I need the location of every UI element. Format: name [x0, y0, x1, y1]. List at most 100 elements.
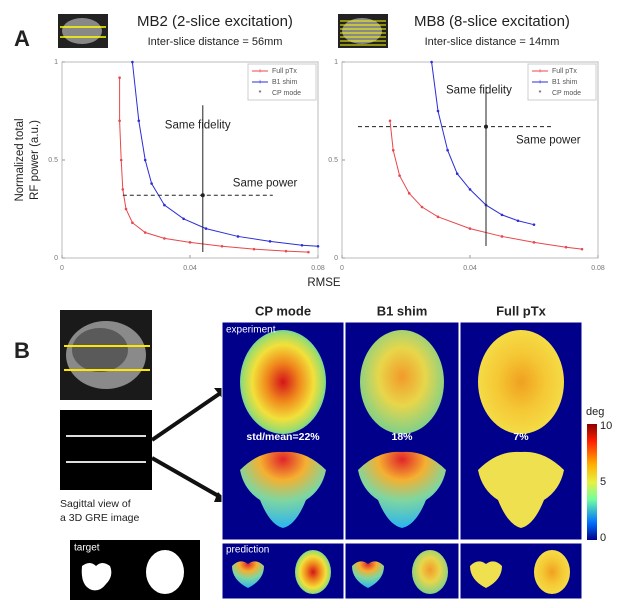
series-marker — [131, 60, 134, 64]
series-marker — [446, 148, 449, 152]
column-title: Full pTx — [496, 303, 547, 318]
legend-marker: + — [258, 68, 262, 75]
series-marker — [407, 192, 411, 195]
series-marker — [500, 213, 504, 217]
series-marker — [268, 240, 272, 243]
thumbnail-head — [342, 18, 382, 44]
series-marker — [532, 241, 536, 244]
series-marker — [468, 188, 472, 191]
y-tick-label: 0.5 — [328, 157, 338, 164]
legend-label: CP mode — [552, 90, 581, 97]
y-tick-label: 1 — [334, 59, 338, 66]
series-marker — [500, 235, 504, 238]
annotation: Same power — [516, 135, 581, 147]
series-marker — [391, 148, 395, 152]
panel-label: A — [14, 26, 30, 51]
y-axis-label: Normalized total — [14, 118, 26, 201]
series-marker — [163, 237, 166, 240]
series-marker — [204, 227, 208, 230]
series-marker — [316, 244, 320, 248]
series-marker — [284, 249, 288, 253]
series-marker — [455, 172, 459, 176]
legend-label: Full pTx — [552, 68, 577, 75]
series-marker — [516, 219, 520, 223]
legend-marker: + — [538, 79, 542, 86]
x-tick-label: 0.08 — [591, 265, 605, 272]
excitation-profile — [60, 410, 152, 490]
caption: a 3D GRE image — [60, 512, 140, 524]
column-title: CP mode — [255, 303, 311, 318]
slice-lines — [340, 20, 386, 46]
series-line — [119, 77, 309, 253]
annotation: Same fidelity — [165, 119, 231, 131]
series-marker — [182, 217, 185, 221]
brain — [72, 328, 128, 372]
series-marker — [143, 158, 147, 162]
arrows — [150, 390, 224, 500]
series-marker — [532, 223, 536, 226]
colorbar — [587, 424, 597, 540]
y-tick-label: 0 — [334, 255, 338, 262]
series-marker — [163, 203, 166, 207]
series-marker — [118, 119, 121, 123]
series-marker — [252, 247, 256, 251]
x-tick-label: 0 — [340, 265, 344, 272]
colorbar-tick: 0 — [600, 532, 606, 544]
annotation: Same fidelity — [446, 85, 512, 97]
series-marker — [150, 182, 153, 185]
series-marker — [121, 188, 125, 191]
cp-marker — [200, 193, 205, 198]
row-label: experiment — [226, 325, 276, 336]
series-marker — [564, 245, 568, 249]
y-tick-label: 0.5 — [48, 157, 58, 164]
cp-marker — [484, 124, 488, 129]
x-axis-label: RMSE — [307, 277, 341, 289]
series-marker — [188, 241, 192, 244]
series-marker — [436, 109, 440, 113]
row-label: prediction — [226, 545, 269, 556]
stat-label: std/mean=22% — [246, 431, 320, 443]
x-tick-label: 0.04 — [463, 265, 477, 272]
stat-label: 7% — [513, 431, 529, 443]
x-tick-label: 0.08 — [311, 265, 325, 272]
legend-label: B1 shim — [552, 79, 577, 86]
series-marker — [398, 174, 401, 177]
y-tick-label: 0 — [54, 255, 58, 262]
legend-marker: * — [539, 90, 542, 97]
series-marker — [236, 235, 240, 238]
series-marker — [119, 158, 123, 162]
legend-marker: + — [538, 68, 542, 75]
series-marker — [124, 207, 128, 211]
legend-label: B1 shim — [272, 79, 297, 86]
x-tick-label: 0 — [60, 265, 64, 272]
colorbar-tick: 5 — [600, 476, 606, 488]
series-marker — [220, 244, 224, 248]
series-marker — [388, 119, 392, 123]
series-marker — [137, 119, 141, 123]
y-axis-label: RF power (a.u.) — [29, 120, 41, 200]
caption: Sagittal view of — [60, 498, 131, 510]
series-marker — [143, 231, 147, 234]
target-brain — [146, 550, 184, 594]
chart-title: MB8 (8-slice excitation) — [414, 13, 570, 30]
series-marker — [307, 250, 310, 254]
colorbar-unit: deg — [586, 406, 604, 418]
colorbar-tick: 10 — [600, 420, 612, 432]
series-marker — [300, 243, 304, 247]
series-marker — [430, 60, 433, 64]
series-marker — [468, 227, 472, 230]
panel-label: B — [14, 338, 30, 363]
y-tick-label: 1 — [54, 59, 58, 66]
map-panels — [221, 321, 583, 600]
legend-marker: * — [259, 90, 262, 97]
thumbnail-head — [62, 18, 102, 44]
series-marker — [436, 215, 440, 219]
series-marker — [580, 247, 584, 251]
x-tick-label: 0.04 — [183, 265, 197, 272]
chart-subtitle: Inter-slice distance = 14mm — [425, 36, 560, 48]
chart-subtitle: Inter-slice distance = 56mm — [148, 36, 283, 48]
column-title: B1 shim — [377, 303, 428, 318]
target-cerebellum — [81, 563, 112, 591]
legend-marker: + — [258, 79, 262, 86]
